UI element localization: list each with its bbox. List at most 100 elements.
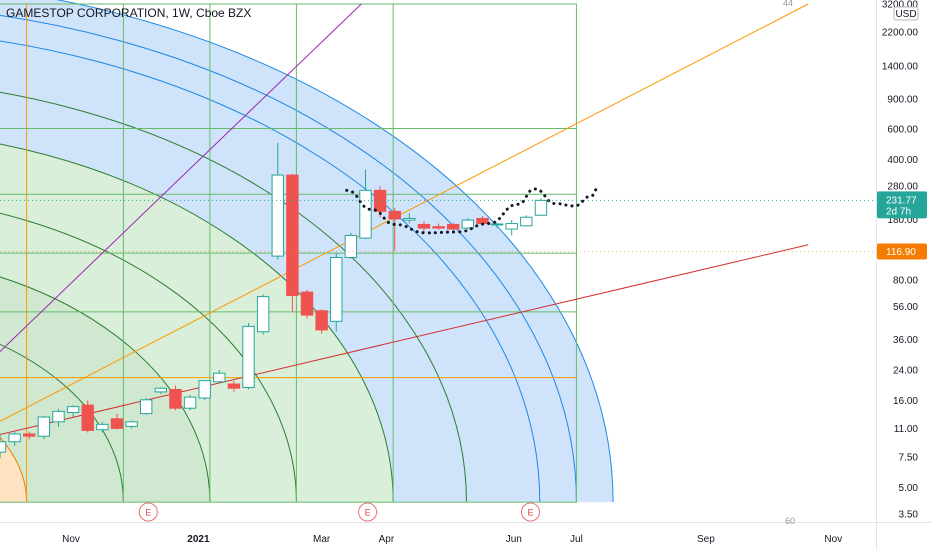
last-price-bg xyxy=(877,191,927,219)
candle-body xyxy=(286,174,299,296)
candle-up xyxy=(505,220,518,236)
time-tick-label: Nov xyxy=(824,534,842,545)
candle-down xyxy=(447,222,460,231)
time-tick-label: 2021 xyxy=(187,534,210,545)
gann-fan xyxy=(0,3,809,435)
price-tick-label: 56.00 xyxy=(893,302,918,313)
time-tick-label: Sep xyxy=(697,534,715,545)
candle-body xyxy=(37,416,51,437)
fill-zone-orange xyxy=(0,437,27,503)
chart-title: GAMESTOP CORPORATION, 1W, Cboe BZX xyxy=(6,6,252,20)
candle-body xyxy=(0,441,7,453)
gann-arc xyxy=(0,276,211,503)
gann-arc xyxy=(55,0,614,503)
candle-body xyxy=(417,223,431,229)
earnings-marker[interactable]: E xyxy=(520,502,540,522)
candle-body xyxy=(96,423,109,431)
candle-up xyxy=(534,198,548,217)
candle-down xyxy=(81,400,94,433)
candle-body xyxy=(8,433,21,443)
candle-down xyxy=(169,385,182,411)
price-axis[interactable]: 3200.00 2200.00 1400.00 900.00 600.00 400.00 2… xyxy=(783,0,919,550)
price-tick-label: 400.00 xyxy=(887,155,918,166)
corner-bottom-label: 60 xyxy=(785,516,795,526)
projection-path xyxy=(345,187,599,235)
candle-down xyxy=(300,289,314,319)
price-tick-label: 600.00 xyxy=(887,125,918,136)
gann-fills xyxy=(0,0,614,503)
candle-body xyxy=(330,256,343,322)
candle-body xyxy=(271,174,284,257)
candle-body xyxy=(81,404,94,431)
candles xyxy=(0,142,548,458)
candle-up xyxy=(359,169,372,240)
candle-body xyxy=(227,383,241,389)
reference-price-bg xyxy=(877,243,927,260)
gann-arc xyxy=(0,436,28,503)
candle-down xyxy=(432,223,445,230)
candle-down xyxy=(388,207,401,251)
earnings-marker[interactable]: E xyxy=(138,502,158,522)
candle-body xyxy=(359,189,372,239)
candle-body xyxy=(534,199,548,216)
candle-body xyxy=(490,223,504,226)
candle-body xyxy=(520,216,533,227)
candle-body xyxy=(125,421,138,427)
candle-body xyxy=(110,418,124,429)
candle-down xyxy=(227,380,241,392)
candle-up xyxy=(66,405,80,418)
candle-body xyxy=(23,433,36,437)
fill-zone-green-inner xyxy=(0,277,210,503)
candle-up xyxy=(242,322,255,390)
price-tick-label: 24.00 xyxy=(893,365,918,376)
gann-arc xyxy=(0,15,577,503)
candle-body xyxy=(300,291,314,316)
price-tick-label: 5.00 xyxy=(899,483,919,494)
candle-body xyxy=(388,210,401,220)
price-tick-label: 11.00 xyxy=(894,424,919,435)
price-tick-label: 3200.00 xyxy=(882,0,919,11)
candle-body xyxy=(139,399,153,415)
earnings-marker[interactable]: E xyxy=(358,502,378,522)
candle-body xyxy=(66,406,80,413)
candle-body xyxy=(505,223,518,230)
projection-dots xyxy=(345,187,599,235)
gann-arc xyxy=(0,143,394,503)
last-price-countdown: 2d 7h xyxy=(886,206,911,217)
plot-area[interactable] xyxy=(0,0,876,503)
earnings-label: E xyxy=(527,508,533,518)
price-tick-label: 3.50 xyxy=(899,510,919,521)
price-tick-label: 900.00 xyxy=(887,94,918,105)
candle-up xyxy=(520,215,533,227)
candle-body xyxy=(52,410,65,423)
earnings-circle xyxy=(138,502,158,522)
candle-up xyxy=(125,420,138,429)
time-tick-label: Nov xyxy=(62,534,80,545)
candle-up xyxy=(8,431,21,446)
candle-down xyxy=(110,413,124,430)
candle-up xyxy=(139,398,153,415)
earnings-circle xyxy=(358,502,378,522)
candle-body xyxy=(344,234,358,258)
reference-price-tag: 116.90 xyxy=(877,243,927,260)
time-axis[interactable]: Nov 2021 Mar Apr Jun Jul Sep Nov xyxy=(0,522,932,546)
earnings-label: E xyxy=(365,508,371,518)
candle-up xyxy=(330,252,343,332)
candle-body xyxy=(315,310,328,331)
price-tick-label: 16.00 xyxy=(893,396,918,407)
candle-body xyxy=(169,388,182,409)
currency-label: USD xyxy=(893,6,919,21)
time-tick-label: Jun xyxy=(506,534,522,545)
candle-up xyxy=(183,394,197,411)
gann-arc xyxy=(0,343,124,503)
candle-body xyxy=(403,217,416,221)
candle-up xyxy=(0,433,7,458)
candle-body xyxy=(242,325,255,388)
price-tick-label: 180.00 xyxy=(887,215,918,226)
candle-body xyxy=(154,387,168,393)
fan-line-1x1 xyxy=(0,3,809,422)
fan-line-1x2 xyxy=(0,244,809,435)
candle-up xyxy=(271,142,284,260)
